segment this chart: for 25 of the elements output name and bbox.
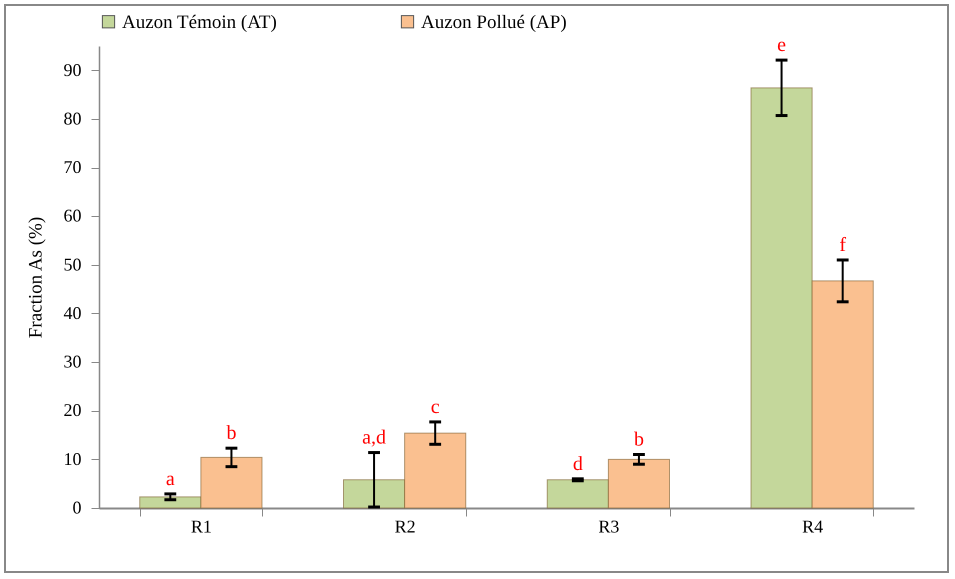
y-tick-label: 10	[64, 448, 82, 469]
data-label: d	[572, 452, 583, 475]
data-label: a	[166, 468, 175, 490]
legend-label: Auzon Pollué (AP)	[421, 12, 567, 33]
x-tick-label: R2	[394, 516, 416, 536]
y-tick-label: 70	[64, 157, 82, 178]
data-label: e	[777, 34, 786, 56]
y-axis-title: Fraction As (%)	[26, 216, 46, 338]
data-label: c	[430, 396, 440, 418]
y-tick-label: 50	[64, 254, 82, 274]
data-label: a,d	[362, 426, 386, 449]
y-tick-label: 60	[64, 206, 82, 226]
x-tick-label: R3	[598, 516, 620, 536]
data-label: b	[634, 428, 644, 451]
data-label: b	[226, 422, 236, 444]
y-tick-label: 80	[64, 108, 82, 128]
y-tick-label: 90	[64, 60, 82, 80]
legend-label: Auzon Témoin (AT)	[122, 12, 277, 33]
y-tick-label: 20	[64, 400, 82, 420]
y-tick-label: 0	[72, 498, 82, 518]
y-tick-label: 40	[64, 302, 82, 323]
y-tick-label: 30	[64, 352, 82, 372]
x-tick-label: R4	[802, 516, 824, 536]
data-label: f	[839, 234, 846, 256]
x-tick-label: R1	[190, 516, 212, 536]
